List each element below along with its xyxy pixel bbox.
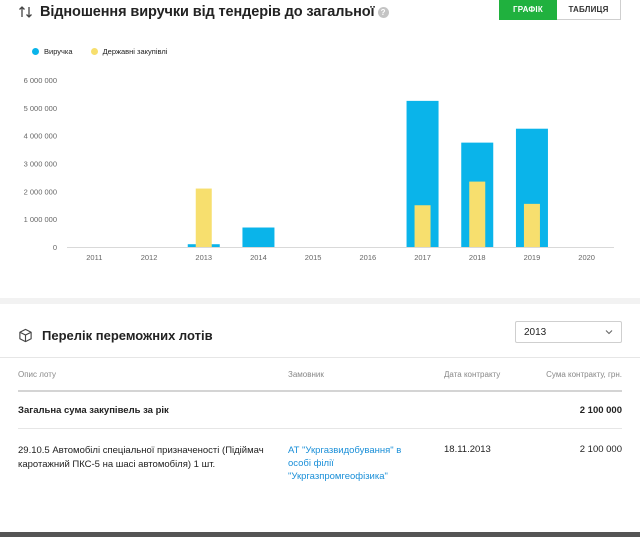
total-value: 2 100 000: [579, 405, 622, 416]
x-tick-label: 2015: [305, 253, 322, 262]
chart-legend: Виручка Державні закупівлі: [32, 47, 185, 56]
y-tick-label: 6 000 000: [24, 76, 57, 85]
legend-dot-revenue: [32, 48, 39, 55]
lots-card: Перелік переможних лотів 2013 Опис лоту …: [0, 304, 640, 532]
y-tick-label: 0: [53, 243, 57, 252]
column-header-date: Дата контракту: [444, 370, 501, 379]
view-toggle: ГРАФІК ТАБЛИЦЯ: [499, 0, 621, 20]
y-tick-label: 4 000 000: [24, 132, 57, 141]
lots-header: Перелік переможних лотів: [18, 328, 213, 343]
year-select-value: 2013: [524, 326, 547, 338]
row-divider: [18, 428, 622, 429]
bar-procurement-2018: [469, 181, 486, 247]
column-header-customer: Замовник: [288, 370, 324, 379]
x-tick-label: 2018: [469, 253, 486, 262]
legend-label-procurement: Державні закупівлі: [102, 47, 168, 56]
total-label: Загальна сума закупівель за рік: [18, 405, 169, 416]
legend-label-revenue: Виручка: [44, 47, 73, 56]
lots-title: Перелік переможних лотів: [42, 328, 213, 343]
chart-title: Відношення виручки від тендерів до загал…: [40, 4, 375, 20]
x-tick-label: 2011: [86, 253, 102, 262]
y-tick-label: 5 000 000: [24, 104, 57, 113]
box-icon: [19, 328, 32, 343]
x-tick-label: 2016: [360, 253, 377, 262]
x-tick-label: 2017: [414, 253, 431, 262]
customer-link[interactable]: АТ "Укргазвидобування" в особі філії "Ук…: [288, 445, 402, 482]
year-select[interactable]: 2013: [515, 321, 622, 343]
contract-date: 18.11.2013: [444, 444, 491, 455]
x-tick-label: 2014: [250, 253, 267, 262]
x-tick-label: 2012: [141, 253, 158, 262]
x-tick-label: 2020: [578, 253, 595, 262]
y-tick-label: 1 000 000: [24, 215, 57, 224]
divider: [0, 357, 640, 358]
table-header-divider: [18, 390, 622, 392]
y-tick-label: 3 000 000: [24, 160, 57, 169]
bar-chart: 0 1 000 000 2 000 000 3 000 000 4 000 000 5 0…: [24, 76, 614, 262]
legend-item-procurement[interactable]: Державні закупівлі: [90, 47, 168, 56]
y-tick-label: 2 000 000: [24, 187, 57, 196]
contract-sum: 2 100 000: [579, 444, 622, 455]
chevron-down-icon: [605, 330, 613, 335]
x-tick-label: 2013: [195, 253, 212, 262]
table-view-button[interactable]: ТАБЛИЦЯ: [557, 0, 621, 20]
bar-procurement-2013: [195, 188, 212, 247]
lot-description: 29.10.5 Автомобілі спеціальної призначен…: [18, 445, 264, 470]
help-icon[interactable]: ?: [377, 6, 389, 18]
bar-revenue-2014: [242, 227, 275, 247]
legend-dot-procurement: [90, 48, 98, 55]
x-tick-label: 2019: [524, 253, 541, 262]
bar-procurement-2019: [523, 203, 540, 247]
column-header-description: Опис лоту: [18, 370, 57, 379]
bar-procurement-2017: [414, 205, 431, 247]
chart-card: Відношення виручки від тендерів до загал…: [0, 0, 640, 298]
chart-header: Відношення виручки від тендерів до загал…: [18, 3, 389, 21]
chart-view-button[interactable]: ГРАФІК: [499, 0, 557, 20]
column-header-sum: Сума контракту, грн.: [546, 370, 622, 379]
legend-item-revenue[interactable]: Виручка: [32, 47, 73, 56]
sort-icon[interactable]: [18, 4, 34, 20]
footer-strip: [0, 532, 640, 537]
